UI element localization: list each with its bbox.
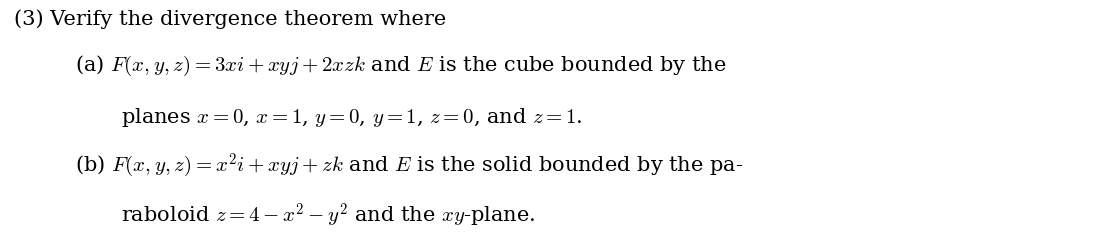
Text: planes $x = 0$, $x = 1$, $y = 0$, $y = 1$, $z = 0$, and $z = 1$.: planes $x = 0$, $x = 1$, $y = 0$, $y = 1… (121, 106, 582, 129)
Text: raboloid $z = 4 - x^2 - y^2$ and the $xy$-plane.: raboloid $z = 4 - x^2 - y^2$ and the $xy… (121, 202, 535, 230)
Text: (a) $F(x, y, z) = 3xi + xyj + 2xzk$ and $E$ is the cube bounded by the: (a) $F(x, y, z) = 3xi + xyj + 2xzk$ and … (75, 54, 726, 78)
Text: (b) $F(x, y, z) = x^2i + xyj + zk$ and $E$ is the solid bounded by the pa-: (b) $F(x, y, z) = x^2i + xyj + zk$ and $… (75, 151, 743, 180)
Text: (3) Verify the divergence theorem where: (3) Verify the divergence theorem where (14, 9, 446, 29)
